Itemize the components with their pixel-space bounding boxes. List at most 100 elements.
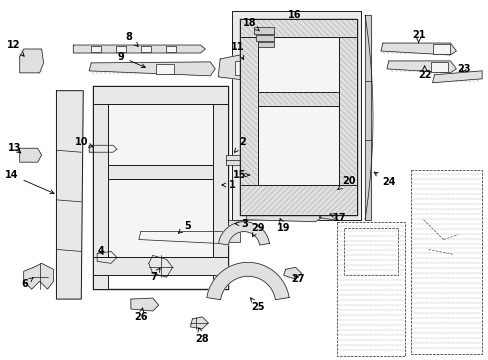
Text: 9: 9 [117,52,145,68]
Bar [257,37,339,92]
Bar [235,61,248,75]
Text: 20: 20 [337,176,355,190]
Text: 27: 27 [290,274,304,284]
Polygon shape [148,255,172,277]
Polygon shape [218,222,269,245]
Text: 12: 12 [7,40,24,56]
Polygon shape [432,71,481,83]
Bar [142,233,220,242]
Bar [410,170,481,354]
Bar [109,166,212,178]
Bar [132,300,155,310]
Text: 28: 28 [195,328,209,344]
Polygon shape [20,49,43,73]
Bar [228,220,240,242]
Bar [340,20,355,214]
Polygon shape [365,15,370,220]
Bar [155,64,173,74]
Polygon shape [319,208,339,220]
Bar [389,62,452,72]
Bar [429,62,447,72]
Bar [225,155,240,165]
Bar [213,86,228,289]
Polygon shape [89,145,117,152]
Bar [258,93,338,105]
Polygon shape [89,62,215,76]
Bar [241,20,256,214]
Text: 10: 10 [74,137,93,147]
Text: 13: 13 [8,143,21,153]
Bar [221,60,263,79]
Bar [92,64,211,74]
Text: 6: 6 [21,278,33,289]
Bar [108,179,213,257]
Bar [344,228,397,275]
Text: 23: 23 [457,64,470,74]
Bar [324,187,342,195]
Bar [253,27,273,34]
Polygon shape [20,148,41,162]
Bar [94,87,226,103]
Text: 5: 5 [178,221,190,233]
Bar [257,105,339,185]
Bar [257,92,339,105]
Polygon shape [323,184,345,196]
Polygon shape [73,45,205,53]
Polygon shape [386,61,455,73]
Bar [433,72,479,82]
Bar [240,185,356,215]
Bar [241,186,355,214]
Text: 22: 22 [417,66,430,80]
Text: 19: 19 [276,219,290,233]
Bar [214,87,226,288]
Text: 29: 29 [251,222,264,237]
Polygon shape [190,317,208,329]
Bar [322,211,336,219]
Text: 3: 3 [235,219,248,229]
Bar [91,46,101,52]
Polygon shape [97,251,117,264]
Bar [257,42,273,47]
Bar [116,46,126,52]
Polygon shape [218,53,264,81]
Bar [20,50,42,72]
Bar [240,19,356,37]
Bar [108,165,213,179]
Bar [241,20,355,36]
Bar [381,44,452,54]
Bar [20,149,40,161]
Polygon shape [139,231,228,243]
Polygon shape [245,212,321,222]
Text: 18: 18 [243,18,259,31]
Text: 1: 1 [222,180,235,190]
Polygon shape [131,298,158,311]
Bar [93,86,108,289]
Text: 15: 15 [233,170,249,180]
Bar [240,19,257,215]
Bar [94,258,226,274]
Bar [93,86,228,104]
Bar [255,35,273,41]
Bar [339,19,356,215]
Bar [57,92,80,298]
Text: 4: 4 [98,247,104,256]
Polygon shape [24,264,53,289]
Text: 14: 14 [5,170,54,194]
Bar [141,46,150,52]
Bar [337,222,404,356]
Text: 16: 16 [287,10,301,20]
Text: 8: 8 [125,32,138,46]
Bar [248,213,318,221]
Text: 7: 7 [150,268,160,282]
Polygon shape [283,267,301,279]
Text: 11: 11 [231,42,244,59]
Bar [232,11,360,220]
Text: 26: 26 [134,308,147,322]
Bar [284,270,298,278]
Bar [165,46,175,52]
Bar [432,44,449,54]
Bar [108,104,213,165]
Text: 25: 25 [250,298,264,312]
Text: 21: 21 [411,30,425,43]
Bar [74,46,203,52]
